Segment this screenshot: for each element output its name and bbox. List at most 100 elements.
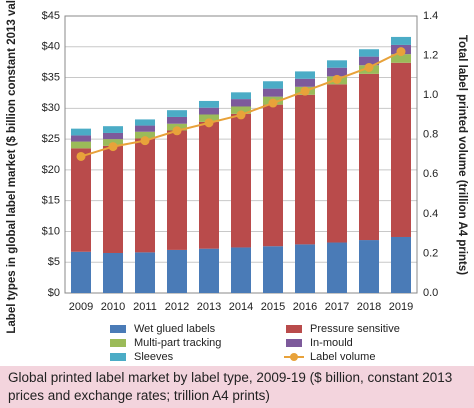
bar-segment: [135, 138, 155, 253]
bar-segment: [231, 113, 251, 248]
bar-segment: [231, 106, 251, 114]
line-point: [364, 62, 374, 72]
bar-segment: [71, 128, 91, 136]
legend-swatch: [110, 325, 126, 333]
y-tick-label: $0: [48, 287, 60, 299]
line-point: [236, 110, 246, 120]
bar-segment: [359, 240, 379, 293]
legend-label: Label volume: [310, 351, 375, 363]
bar-segment: [135, 119, 155, 126]
x-tick-label: 2019: [389, 301, 413, 313]
bar-segment: [295, 244, 315, 293]
chart: Label types in global label market ($ bi…: [6, 0, 468, 363]
bar-segment: [231, 92, 251, 100]
bar-segment: [71, 141, 91, 149]
bar-segment: [327, 60, 347, 68]
line-point: [396, 47, 406, 57]
line-point: [332, 74, 342, 84]
legend-label: Sleeves: [134, 351, 174, 363]
bar-segment: [327, 84, 347, 243]
bar-segment: [327, 242, 347, 293]
bar-segment: [263, 88, 283, 97]
bar-segment: [103, 145, 123, 253]
legend-swatch: [110, 353, 126, 361]
y-tick-label: $25: [42, 133, 60, 145]
x-tick-label: 2014: [229, 301, 253, 313]
bar-segment: [231, 99, 251, 107]
y2-tick-label: 0.2: [423, 247, 438, 259]
legend-label: Pressure sensitive: [310, 323, 400, 335]
legend-swatch: [290, 353, 298, 361]
line-point: [76, 151, 86, 161]
bar-segment: [391, 54, 411, 63]
x-tick-label: 2016: [293, 301, 317, 313]
bar-segment: [199, 248, 219, 293]
x-tick-label: 2018: [357, 301, 381, 313]
bar-segment: [199, 121, 219, 249]
y2-tick-label: 0.6: [423, 168, 438, 180]
line-point: [108, 142, 118, 152]
y2-tick-label: 0.4: [423, 208, 438, 220]
caption: Global printed label market by label typ…: [0, 366, 474, 408]
bar-segment: [135, 125, 155, 132]
bar-segment: [359, 56, 379, 66]
y-tick-label: $30: [42, 102, 60, 114]
legend-swatch: [286, 339, 302, 347]
bar-segment: [135, 131, 155, 139]
bar-segment: [391, 236, 411, 293]
x-tick-label: 2011: [133, 301, 157, 313]
bar-segment: [167, 116, 187, 124]
y2-tick-label: 1.0: [423, 89, 438, 101]
legend-swatch: [286, 325, 302, 333]
y-tick-label: $5: [48, 256, 60, 268]
y2-tick-label: 0.8: [423, 129, 438, 141]
bar-segment: [167, 249, 187, 293]
line-point: [300, 86, 310, 96]
bar-segment: [135, 252, 155, 293]
y-tick-label: $10: [42, 225, 60, 237]
x-tick-label: 2009: [69, 301, 93, 313]
bar-segment: [199, 100, 219, 108]
x-tick-label: 2010: [101, 301, 125, 313]
bar-segment: [103, 126, 123, 133]
bar-segment: [359, 49, 379, 57]
bar-segment: [167, 130, 187, 250]
line-point: [268, 98, 278, 108]
bar-segment: [167, 110, 187, 117]
legend-label: Wet glued labels: [134, 323, 216, 335]
x-tick-label: 2012: [165, 301, 189, 313]
legend-label: Multi-part tracking: [134, 337, 221, 349]
bar-segment: [71, 135, 91, 142]
y-tick-label: $45: [42, 10, 60, 22]
line-point: [204, 118, 214, 128]
bar-segment: [295, 71, 315, 79]
bar-segment: [391, 36, 411, 45]
bar-segment: [391, 62, 411, 237]
y2-tick-label: 1.4: [423, 10, 438, 22]
legend-label: In-mould: [310, 337, 353, 349]
bar-segment: [199, 114, 219, 122]
y-axis-label: Label types in global label market ($ bi…: [6, 0, 18, 334]
bar-segment: [295, 94, 315, 245]
legend-swatch: [110, 339, 126, 347]
bar-segment: [263, 81, 283, 89]
bar-segment: [71, 148, 91, 252]
y-tick-label: $40: [42, 41, 60, 53]
bar-segment: [263, 246, 283, 293]
bar-segment: [263, 104, 283, 247]
bar-segment: [103, 252, 123, 293]
bar-segment: [295, 78, 315, 87]
bar-segment: [231, 247, 251, 293]
y-tick-label: $35: [42, 71, 60, 83]
line-point: [140, 136, 150, 146]
x-tick-label: 2017: [325, 301, 349, 313]
y2-axis-label: Total label printed volume (trillion A4 …: [456, 35, 468, 275]
x-tick-label: 2013: [197, 301, 221, 313]
x-tick-label: 2015: [261, 301, 285, 313]
bar-segment: [103, 132, 123, 140]
y2-tick-label: 1.2: [423, 49, 438, 61]
bar-segment: [199, 107, 219, 115]
y2-tick-label: 0.0: [423, 287, 438, 299]
bar-segment: [71, 251, 91, 293]
